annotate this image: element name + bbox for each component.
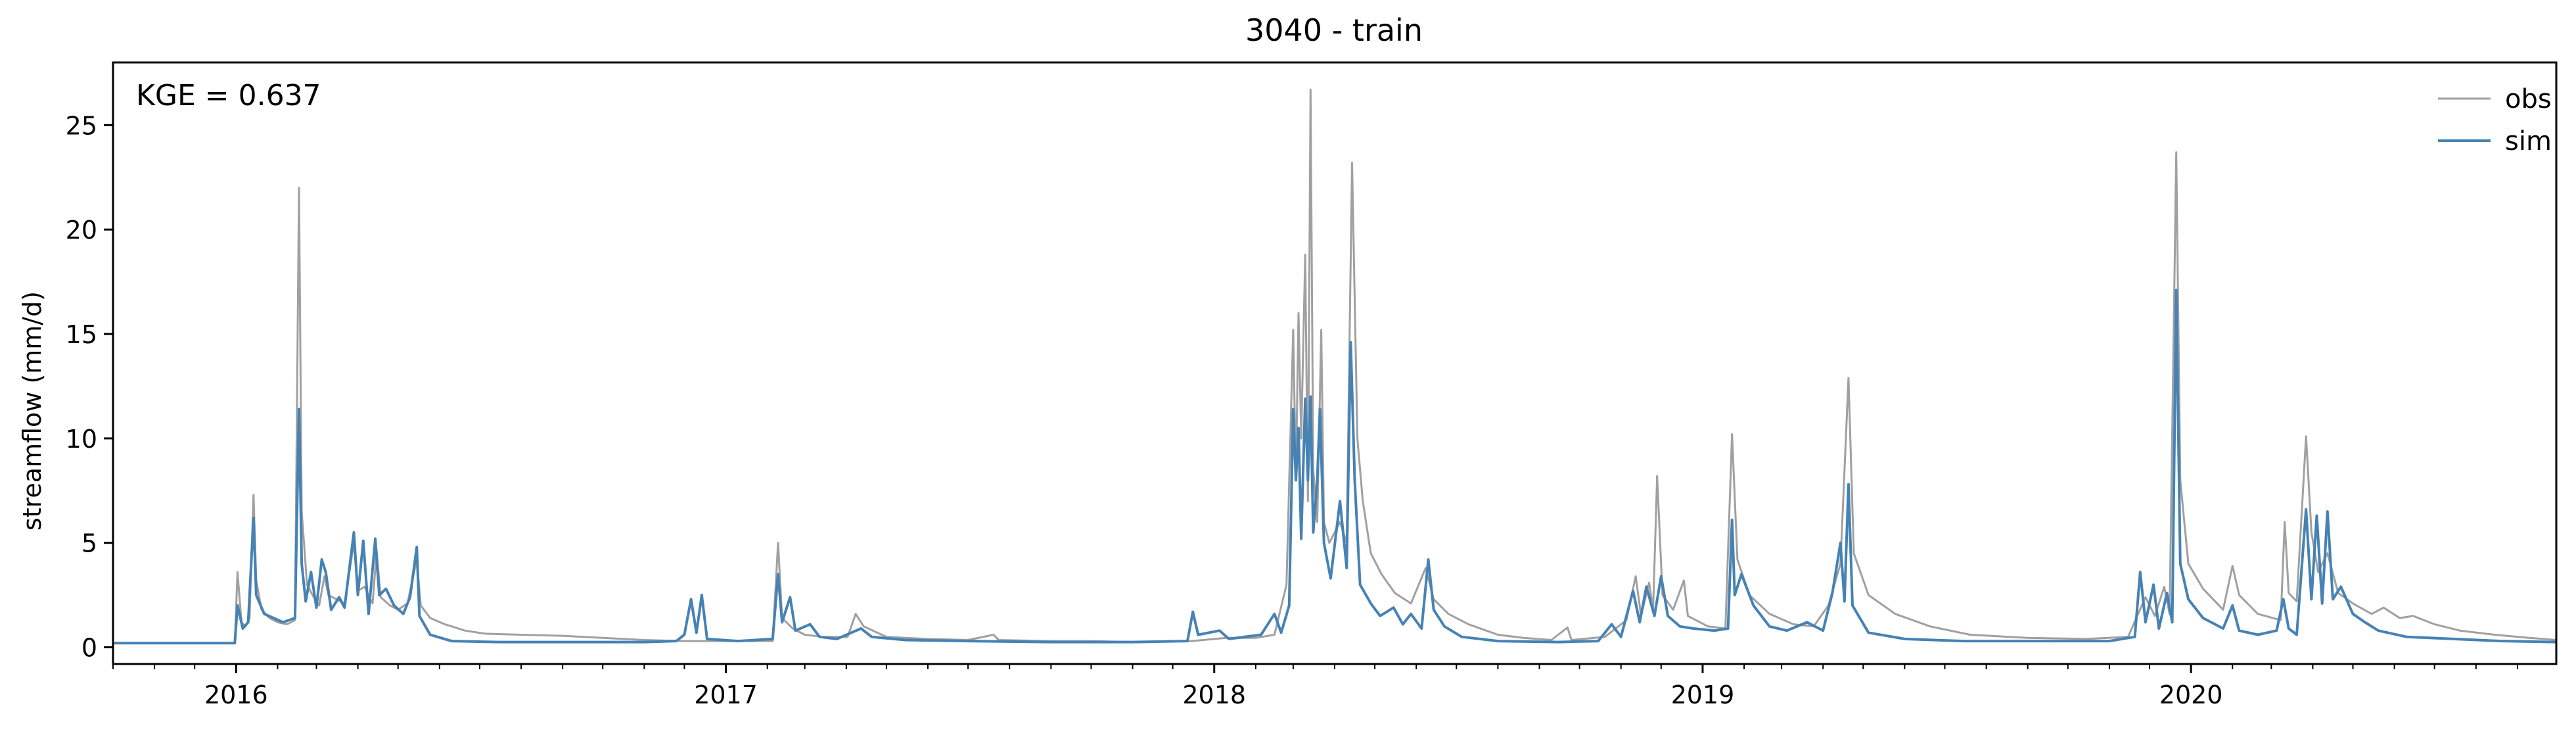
kge-annotation: KGE = 0.637 (136, 79, 321, 112)
x-tick-label: 2018 (1182, 680, 1246, 709)
y-tick-label: 15 (66, 320, 97, 349)
y-tick-label: 0 (81, 634, 97, 663)
series-line-obs (113, 88, 2557, 644)
plot-area (113, 88, 2557, 645)
axis-ticks: 0 5 10 15 20 25 2016 2017 2018 2019 2020 (66, 111, 2518, 709)
y-tick-label: 10 (66, 425, 97, 454)
y-axis-label: streamflow (mm/d) (18, 291, 47, 531)
y-tick-label: 5 (81, 529, 97, 558)
legend-label-obs: obs (2505, 84, 2552, 114)
legend: obs sim (2438, 84, 2552, 156)
series-line-sim (113, 289, 2557, 645)
chart-title: 3040 - train (1245, 12, 1423, 48)
x-tick-label: 2016 (204, 680, 268, 709)
x-tick-label: 2020 (2159, 680, 2223, 709)
legend-label-sim: sim (2505, 126, 2552, 156)
y-tick-label: 25 (66, 111, 97, 140)
x-tick-label: 2019 (1671, 680, 1735, 709)
x-tick-label: 2017 (694, 680, 758, 709)
y-tick-label: 20 (66, 216, 97, 245)
plot-frame (112, 61, 2558, 665)
